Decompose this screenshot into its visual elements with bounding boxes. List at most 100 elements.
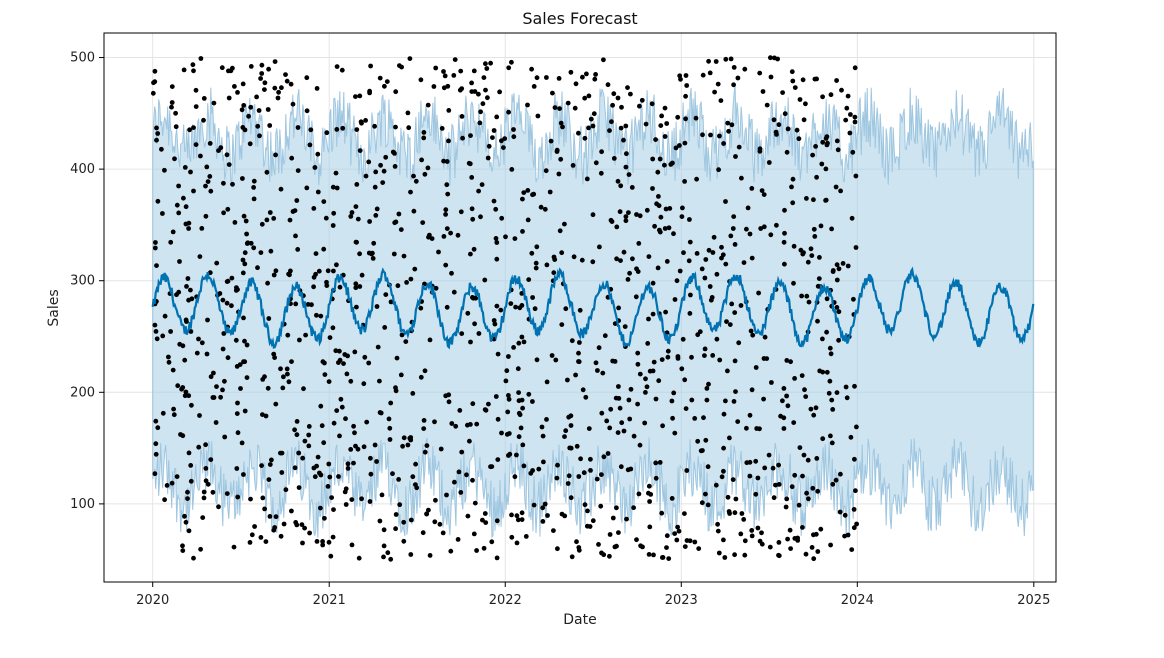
- data-point: [272, 85, 278, 91]
- data-point: [448, 230, 453, 236]
- data-point: [181, 195, 186, 201]
- data-point: [260, 412, 265, 417]
- data-point: [333, 170, 339, 176]
- data-point: [315, 454, 321, 460]
- data-point: [244, 231, 250, 237]
- data-point: [297, 337, 302, 343]
- data-point: [834, 305, 840, 310]
- data-point: [738, 303, 744, 308]
- data-point: [150, 90, 156, 96]
- data-point: [233, 288, 239, 293]
- data-point: [381, 168, 387, 174]
- data-point: [796, 502, 802, 508]
- data-point: [781, 239, 787, 245]
- data-point: [515, 517, 521, 523]
- data-point: [419, 157, 424, 163]
- data-point: [197, 254, 203, 259]
- data-point: [330, 184, 336, 190]
- data-point: [330, 534, 336, 540]
- data-point: [303, 332, 308, 338]
- data-point: [492, 321, 498, 327]
- data-point: [293, 301, 299, 307]
- data-point: [425, 102, 431, 108]
- data-point: [805, 457, 811, 463]
- data-point: [494, 303, 500, 309]
- data-point: [378, 162, 383, 168]
- data-point: [311, 206, 317, 211]
- data-point: [348, 378, 354, 384]
- data-point: [207, 174, 213, 179]
- data-point: [292, 427, 297, 433]
- data-point: [470, 477, 475, 483]
- data-point: [759, 188, 765, 194]
- x-tick-label: 2020: [136, 593, 169, 608]
- data-point: [539, 424, 545, 430]
- data-point: [771, 117, 777, 123]
- data-point: [676, 528, 682, 534]
- data-point: [650, 156, 656, 162]
- data-point: [455, 537, 461, 542]
- data-point: [407, 56, 413, 61]
- data-point: [605, 451, 611, 456]
- data-point: [754, 426, 760, 431]
- data-point: [580, 387, 586, 393]
- data-point: [401, 435, 407, 441]
- data-point: [371, 240, 377, 246]
- data-point: [469, 80, 474, 86]
- data-point: [731, 65, 737, 70]
- data-point: [497, 89, 502, 95]
- data-point: [769, 380, 774, 385]
- data-point: [703, 257, 709, 262]
- data-point: [468, 339, 473, 345]
- data-point: [233, 337, 239, 343]
- data-point: [687, 311, 693, 316]
- data-point: [544, 417, 549, 422]
- data-point: [672, 531, 678, 536]
- data-point: [795, 538, 801, 543]
- data-point: [432, 419, 437, 425]
- data-point: [670, 160, 675, 166]
- data-point: [154, 125, 159, 131]
- data-point: [671, 231, 676, 237]
- data-point: [295, 125, 301, 130]
- data-point: [162, 313, 168, 319]
- data-point: [304, 108, 310, 114]
- data-point: [618, 183, 624, 189]
- data-point: [242, 408, 248, 414]
- data-point: [342, 352, 348, 357]
- data-point: [333, 348, 339, 354]
- data-point: [811, 532, 816, 538]
- data-point: [368, 471, 374, 477]
- data-point: [278, 186, 284, 192]
- data-point: [300, 455, 306, 461]
- data-point: [776, 482, 782, 487]
- data-point: [703, 437, 709, 443]
- data-point: [478, 214, 483, 220]
- data-point: [700, 132, 705, 138]
- data-point: [509, 167, 515, 172]
- data-point: [440, 530, 446, 536]
- data-point: [444, 492, 449, 498]
- data-point: [745, 205, 751, 211]
- data-point: [505, 409, 511, 415]
- data-point: [684, 468, 690, 473]
- data-point: [608, 406, 614, 412]
- data-point: [318, 313, 324, 319]
- data-point: [337, 357, 343, 363]
- data-point: [359, 496, 364, 502]
- data-point: [569, 554, 575, 560]
- data-point: [755, 525, 761, 531]
- data-point: [349, 542, 355, 548]
- data-point: [184, 319, 189, 324]
- data-point: [749, 387, 755, 393]
- data-point: [443, 262, 449, 268]
- data-point: [506, 393, 511, 398]
- data-point: [408, 435, 414, 440]
- data-point: [421, 418, 427, 423]
- data-point: [731, 214, 737, 220]
- data-point: [755, 475, 761, 481]
- data-point: [844, 395, 850, 401]
- data-point: [647, 368, 653, 374]
- data-point: [604, 418, 610, 424]
- data-point: [306, 443, 312, 449]
